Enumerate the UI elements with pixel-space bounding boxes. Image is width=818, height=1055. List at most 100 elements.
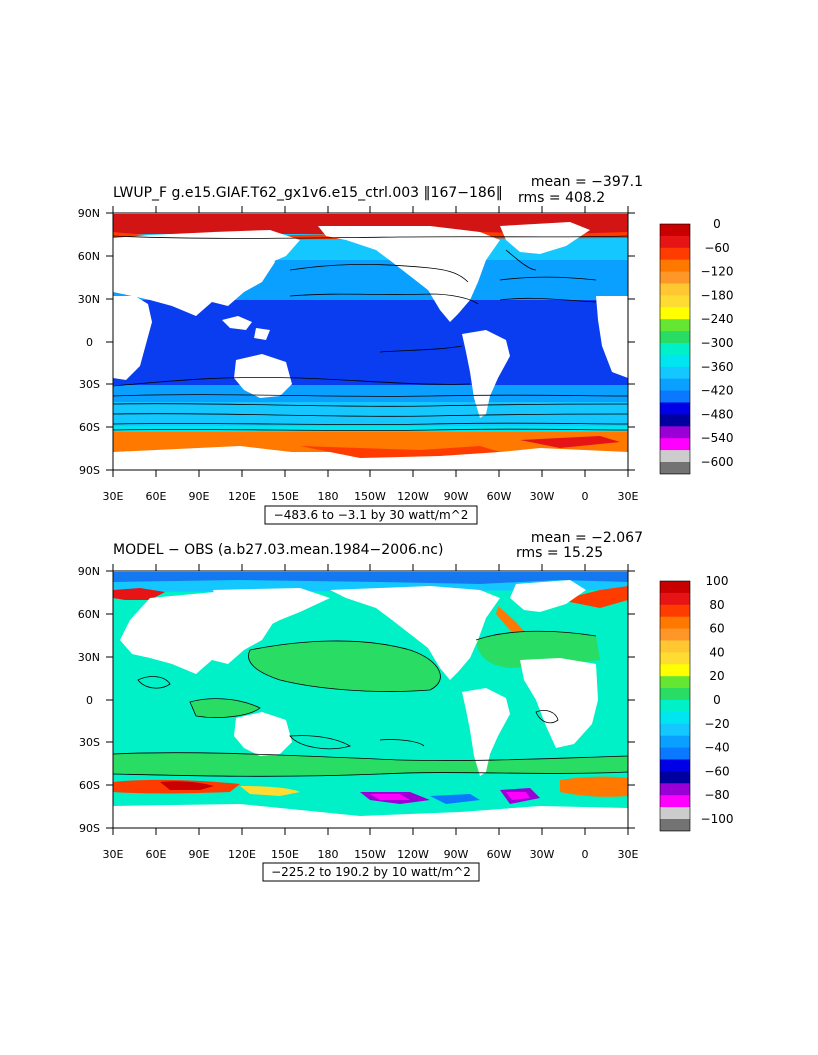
colorbar-swatch xyxy=(660,354,690,368)
panel2-land-namerica xyxy=(330,586,500,680)
panel1-xtick: 60E xyxy=(146,490,167,503)
panel2-ytick: 0 xyxy=(86,694,93,707)
panel2-tick-marks xyxy=(106,564,635,835)
panel1-xtick: 90W xyxy=(444,490,469,503)
panel2-south-atlantic-hot xyxy=(560,776,628,797)
panel1-xtick: 0 xyxy=(582,490,589,503)
panel1-antarctic-red xyxy=(520,436,620,448)
colorbar-label: −80 xyxy=(704,788,729,802)
colorbar-swatch xyxy=(660,664,690,677)
panel2-ytick: 60N xyxy=(78,608,100,621)
panel1-ytick: 30N xyxy=(78,293,100,306)
panel2-land-samerica xyxy=(462,688,510,776)
panel2-arctic-light xyxy=(113,580,628,592)
colorbar-label: −180 xyxy=(701,288,734,302)
colorbar-swatch xyxy=(660,366,690,380)
colorbar-swatch xyxy=(660,331,690,344)
colorbar-label: 80 xyxy=(709,598,724,612)
colorbar-swatch xyxy=(660,235,690,249)
panel2-xtick: 150E xyxy=(271,848,299,861)
panel2-colorbar: 100 80 60 40 20 0 −20 −40 −60 −80 −100 xyxy=(659,574,734,832)
panel2-x-tick-labels: 30E 60E 90E 120E 150E 180 150W 120W 90W … xyxy=(103,848,639,861)
panel1-land-namerica xyxy=(318,226,500,322)
panel1-xtick: 120W xyxy=(397,490,429,503)
panel1-xtick: 60W xyxy=(487,490,512,503)
panel2-contours xyxy=(113,630,628,777)
colorbar-swatch xyxy=(660,652,690,665)
colorbar-label: −540 xyxy=(701,431,734,445)
colorbar-label: 0 xyxy=(713,693,721,707)
panel2-land-antarctica xyxy=(113,804,628,828)
panel2-xtick: 60E xyxy=(146,848,167,861)
panel2-xtick: 30W xyxy=(530,848,555,861)
panel1-land-indonesia xyxy=(222,316,270,340)
panel2-range-box xyxy=(262,862,480,882)
panel-lwup: LWUP_F g.e15.GIAF.T62_gx1v6.e15_ctrl.003… xyxy=(78,174,734,525)
colorbar-swatch xyxy=(660,462,690,475)
panel2-land-africa xyxy=(520,658,598,748)
colorbar-swatch xyxy=(660,378,690,391)
panel1-ytick: 90S xyxy=(79,464,100,477)
panel1-ytick: 0 xyxy=(86,336,93,349)
panel2-mean: mean = −2.067 xyxy=(531,530,643,546)
colorbar-swatch xyxy=(660,390,690,403)
colorbar-swatch xyxy=(660,616,690,629)
colorbar-label: −420 xyxy=(701,384,734,398)
panel1-xtick: 90E xyxy=(189,490,210,503)
panel2-title: MODEL − OBS (a.b27.03.mean.1984−2006.nc) xyxy=(113,542,443,558)
panel1-ytick: 90N xyxy=(78,207,100,220)
panel2-ytick: 30S xyxy=(79,736,100,749)
panel1-mean: mean = −397.1 xyxy=(531,174,643,190)
panel1-ytick: 60N xyxy=(78,250,100,263)
colorbar-swatch xyxy=(660,688,690,701)
panel-model-minus-obs: MODEL − OBS (a.b27.03.mean.1984−2006.nc)… xyxy=(78,530,734,882)
panel1-xtick: 180 xyxy=(318,490,339,503)
panel1-ytick: 60S xyxy=(79,421,100,434)
panel1-ytick: 30S xyxy=(79,378,100,391)
panel2-xtick: 90E xyxy=(189,848,210,861)
panel1-xtick: 30E xyxy=(618,490,639,503)
colorbar-swatch xyxy=(660,759,690,772)
colorbar-swatch xyxy=(660,247,690,261)
panel2-xtick: 120W xyxy=(397,848,429,861)
panel2-ytick: 60S xyxy=(79,779,100,792)
panel2-range-label: −225.2 to 190.2 by 10 watt/m^2 xyxy=(271,865,471,879)
colorbar-label: 60 xyxy=(709,622,724,636)
colorbar-label: −240 xyxy=(701,312,734,326)
colorbar-label: −480 xyxy=(701,407,734,421)
panel2-map xyxy=(113,572,628,828)
colorbar-swatch xyxy=(660,700,690,713)
panel2-antarctic-magenta xyxy=(370,792,530,800)
panel1-map xyxy=(113,214,628,470)
colorbar-swatch xyxy=(660,711,690,725)
colorbar-label: −600 xyxy=(701,455,734,469)
panel1-range-label: −483.6 to −3.1 by 30 watt/m^2 xyxy=(274,508,469,522)
colorbar-label: 40 xyxy=(709,645,724,659)
colorbar-swatch xyxy=(660,604,690,618)
panel2-southern-ocean-red xyxy=(160,781,214,790)
colorbar-swatch xyxy=(660,581,690,594)
panel1-land-greenland xyxy=(500,222,590,254)
panel1-band-south-cold xyxy=(113,426,628,434)
colorbar-label: −360 xyxy=(701,360,734,374)
colorbar-label: −100 xyxy=(701,812,734,826)
colorbar-swatch xyxy=(660,283,690,296)
panel2-xtick: 30E xyxy=(103,848,124,861)
colorbar-frame xyxy=(659,223,691,475)
panel1-land-samerica xyxy=(462,330,510,418)
panel2-ytick: 90N xyxy=(78,565,100,578)
colorbar-label: 0 xyxy=(713,217,721,231)
panel2-xtick: 60W xyxy=(487,848,512,861)
colorbar-swatch xyxy=(660,271,690,284)
panel1-xtick: 30E xyxy=(103,490,124,503)
colorbar-label: −300 xyxy=(701,336,734,350)
colorbar-swatch xyxy=(660,295,690,308)
colorbar-label: 20 xyxy=(709,669,724,683)
colorbar-swatch xyxy=(660,259,690,272)
panel1-colorbar: 0 −60 −120 −180 −240 −300 −360 −420 −480 −540 −600 xyxy=(659,217,734,475)
panel2-xtick: 120E xyxy=(228,848,256,861)
colorbar-swatch xyxy=(660,735,690,748)
panel2-xtick: 30E xyxy=(618,848,639,861)
colorbar-swatch xyxy=(660,224,690,237)
colorbar-swatch xyxy=(660,807,690,820)
